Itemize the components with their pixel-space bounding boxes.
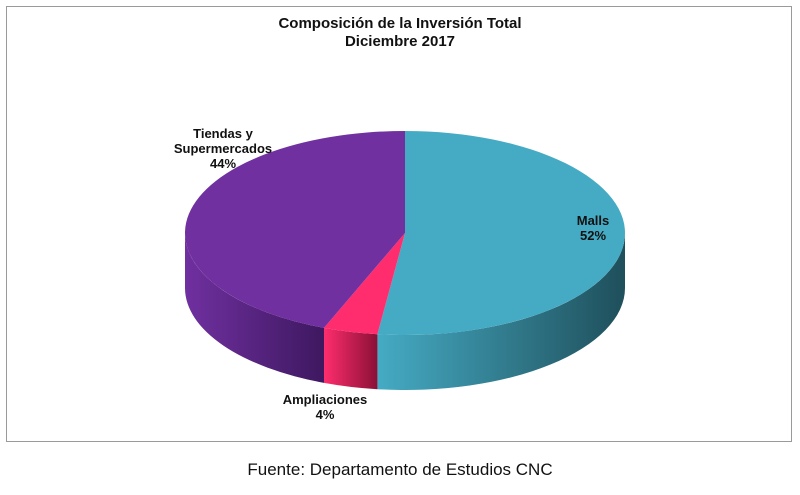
pie-slice-malls [377,131,625,335]
pie-side-ampliaciones [324,327,378,390]
label-ampliaciones: Ampliaciones 4% [270,392,380,422]
label-tiendas-line1: Tiendas y [193,126,253,141]
pie-side-tiendas-y-supermercados [185,233,325,383]
label-malls-name: Malls [576,213,610,228]
chart-title: Composición de la Inversión Total [278,15,522,32]
label-ampliaciones-name: Ampliaciones [282,392,368,407]
label-tiendas: Tiendas y Supermercados 44% [158,126,288,171]
label-malls: Malls 52% [548,213,638,243]
pie-slice-ampliaciones [324,233,405,335]
pie-slice-tiendas-y-supermercados [185,131,405,328]
label-ampliaciones-pct: 4% [315,407,335,422]
source-note: Fuente: Departamento de Estudios CNC [247,460,553,479]
label-tiendas-pct: 44% [209,156,237,171]
pie-side-malls [377,233,625,390]
label-malls-pct: 52% [579,228,607,243]
chart-subtitle: Diciembre 2017 [344,33,456,50]
label-tiendas-line2: Supermercados [173,141,273,156]
